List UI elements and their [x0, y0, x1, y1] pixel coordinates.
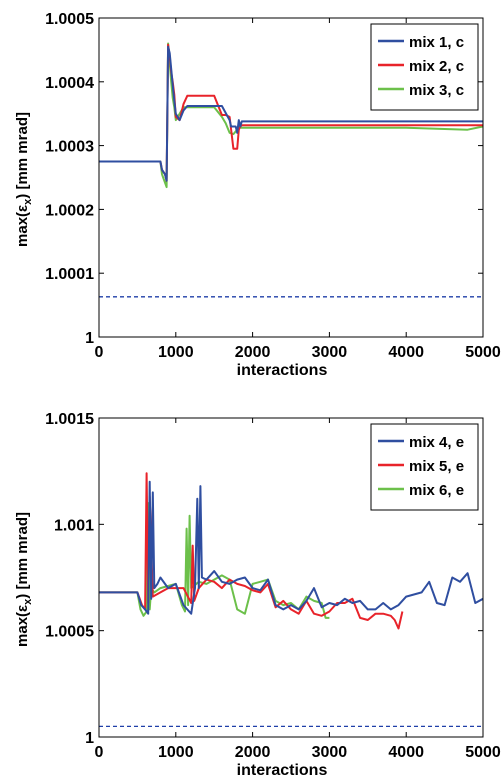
y-tick-label: 1.0015: [45, 411, 94, 428]
series-group: [99, 42, 483, 189]
x-tick-label: 2000: [235, 744, 271, 761]
legend-label-2: mix 5, e: [409, 458, 464, 475]
y-tick-label: 1.0005: [45, 624, 94, 641]
series-line-1: [99, 45, 483, 182]
y-tick-label: 1.0002: [45, 202, 94, 219]
legend-label-1: mix 1, c: [409, 34, 464, 51]
chart-bottom: 0 1000 2000 3000 4000 5000 1 1.0005 1.001 1.0015 i…: [14, 411, 501, 779]
legend-label-1: mix 4, e: [409, 434, 464, 451]
legend-label-2: mix 2, c: [409, 58, 464, 75]
x-tick-label: 2000: [235, 344, 271, 361]
x-tick-label: 4000: [388, 344, 424, 361]
y-tick-label: 1.0004: [45, 75, 94, 92]
y-tick-label: 1: [85, 730, 94, 747]
y-axis-label-tail: ) [mm mrad]: [14, 112, 31, 199]
y-axis-label-main: max(ε: [14, 605, 31, 647]
legend-label-3: mix 3, c: [409, 82, 464, 99]
series-line-1: [99, 480, 483, 615]
x-tick-label: 3000: [312, 744, 348, 761]
series-group: [99, 472, 483, 630]
y-axis-label: max(εx) [mm mrad]: [14, 112, 34, 247]
x-tick-label: 3000: [312, 344, 348, 361]
series-line-2: [99, 43, 483, 182]
y-axis-label-tail: ) [mm mrad]: [14, 512, 31, 599]
x-tick-label: 5000: [465, 344, 501, 361]
y-tick-label: 1.0005: [45, 11, 94, 28]
chart-top: 0 1000 2000 3000 4000 5000 1 1.0001 1.0002 1.0003…: [14, 11, 501, 379]
y-axis-label: max(εx) [mm mrad]: [14, 512, 34, 647]
axes-box: [98, 417, 484, 738]
x-axis-label: interactions: [237, 362, 328, 379]
y-tick-label: 1.001: [54, 517, 94, 534]
y-tick-label: 1.0003: [45, 139, 94, 156]
legend-box: [370, 423, 479, 511]
y-axis-label-main: max(ε: [14, 205, 31, 247]
x-tick-label: 5000: [465, 744, 501, 761]
axes-box: [98, 17, 484, 338]
y-tick-label: 1: [85, 330, 94, 347]
x-axis-label: interactions: [237, 762, 328, 779]
x-tick-label: 1000: [158, 744, 194, 761]
legend-label-3: mix 6, e: [409, 482, 464, 499]
x-tick-label: 4000: [388, 744, 424, 761]
x-tick-label: 1000: [158, 344, 194, 361]
legend-box: [370, 23, 479, 111]
y-axis-label-sub: x: [22, 198, 34, 205]
series-line-2: [99, 472, 404, 630]
x-tick-label: 0: [95, 344, 104, 361]
y-tick-label: 1.0001: [45, 266, 94, 283]
x-tick-label: 0: [95, 744, 104, 761]
y-axis-label-sub: x: [22, 598, 34, 605]
